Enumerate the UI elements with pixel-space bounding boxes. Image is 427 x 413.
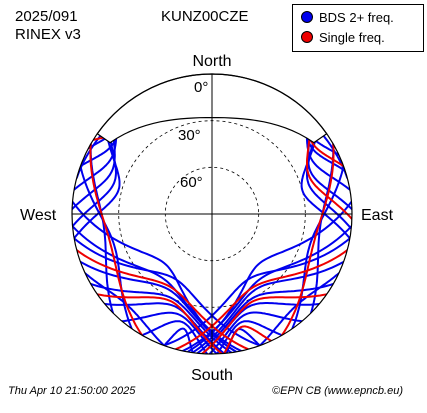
ring-label-60: 60° (180, 174, 203, 191)
legend-label-dual: BDS 2+ freq. (319, 10, 394, 25)
footer-credit: ©EPN CB (www.epncb.eu) (272, 385, 403, 397)
dual-freq-track-34 (186, 200, 352, 353)
dual-freq-track-15 (121, 311, 218, 354)
direction-east: East (361, 207, 394, 224)
single-freq-track-7 (201, 293, 328, 354)
dual-freq-track-33 (72, 200, 238, 353)
date-code: 2025/091 (15, 8, 78, 25)
legend-label-single: Single freq. (319, 30, 385, 45)
red-dot-icon (301, 31, 313, 43)
footer-timestamp: Thu Apr 10 21:50:00 2025 (8, 385, 136, 397)
dual-freq-track-24 (215, 320, 283, 354)
ring-label-0: 0° (194, 79, 208, 96)
legend-item-single: Single freq. (301, 29, 385, 47)
dual-freq-track-4 (72, 119, 118, 228)
single-freq-track-8 (281, 143, 335, 337)
direction-south: South (191, 367, 233, 384)
rinex-format: RINEX v3 (15, 26, 81, 43)
direction-west: West (20, 207, 57, 224)
direction-north: North (192, 53, 231, 70)
ring-label-30: 30° (178, 127, 201, 144)
station-title: KUNZ00CZE (161, 8, 249, 25)
single-freq-track-2 (96, 293, 223, 354)
dual-freq-track-5 (73, 123, 121, 240)
dual-freq-track-21 (196, 283, 335, 354)
single-freq-track-3 (89, 143, 143, 337)
dual-freq-track-16 (141, 320, 209, 354)
legend: BDS 2+ freq. Single freq. (292, 4, 424, 52)
legend-item-dual: BDS 2+ freq. (301, 9, 394, 27)
single-freq-track-9 (223, 325, 273, 354)
dual-freq-track-11 (300, 123, 351, 240)
dual-freq-track-20 (191, 260, 345, 354)
blue-dot-icon (301, 11, 313, 23)
dual-freq-track-10 (306, 119, 352, 230)
